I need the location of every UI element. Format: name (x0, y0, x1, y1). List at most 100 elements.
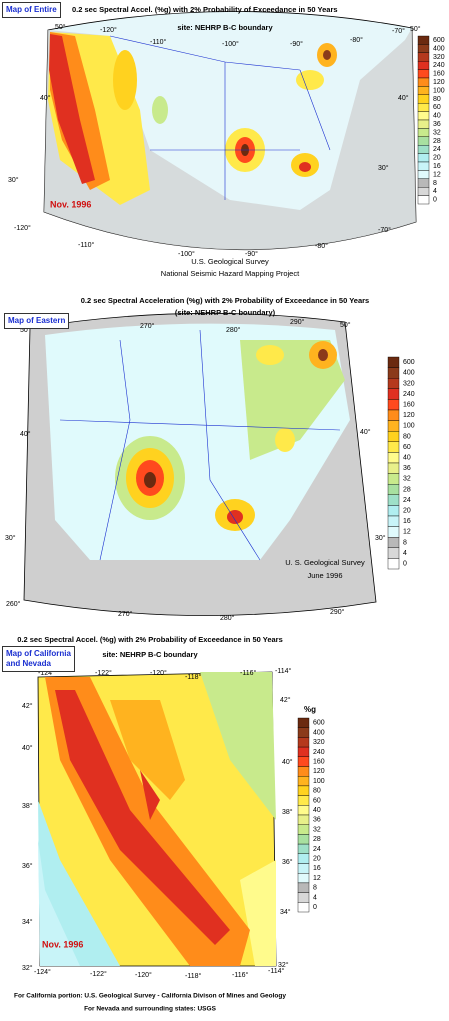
legend-label: 320 (403, 380, 415, 387)
legend-label: 600 (433, 37, 445, 44)
legend-label: 40 (403, 455, 411, 462)
legend-swatch (417, 61, 430, 70)
graticule-label: -124° (38, 669, 55, 677)
legend-swatch (417, 94, 430, 104)
map-button[interactable]: Map of Entire (2, 2, 61, 18)
legend-swatch (387, 399, 400, 411)
graticule-label: -122° (95, 669, 112, 677)
legend-label: 24 (433, 146, 441, 153)
legend-label: 40 (433, 113, 441, 120)
legend-label: 60 (313, 797, 321, 804)
date-label: Nov. 1996 (42, 939, 83, 949)
legend-swatch (297, 873, 310, 884)
legend-label: 36 (433, 121, 441, 128)
legend-swatch (417, 35, 430, 45)
graticule-label: 40° (20, 430, 31, 438)
legend-swatch (387, 547, 400, 559)
legend-swatch (417, 77, 430, 87)
legend-label: 24 (313, 846, 321, 853)
graticule-label: 290° (290, 318, 305, 326)
subtitle: (site: NEHRP B-C boundary) (175, 308, 276, 317)
graticule-label: -114° (268, 967, 284, 975)
graticule-label: 50° (340, 321, 351, 329)
graticule-label: 50° (20, 326, 31, 334)
map-entire (43, 11, 417, 251)
legend-swatch (417, 111, 430, 121)
legend-label: 20 (433, 155, 441, 162)
legend-label: 0 (403, 561, 407, 568)
graticule-label: -70° (392, 27, 405, 35)
legend-swatch (297, 882, 310, 893)
legend-label: 12 (433, 171, 441, 178)
graticule-label: 38° (282, 808, 293, 816)
legend-label: 24 (403, 497, 411, 504)
graticule-label: -120° (100, 26, 117, 34)
graticule-label: -118° (185, 972, 201, 980)
legend-label: 320 (313, 739, 325, 746)
legend-swatch (297, 746, 310, 757)
legend-swatch (387, 420, 400, 432)
graticule-label: 270° (118, 610, 133, 618)
legend-swatch (387, 441, 400, 453)
legend-swatch (417, 69, 430, 79)
legend-label: 20 (403, 508, 411, 515)
legend-label: 32 (403, 476, 411, 483)
legend-label: 28 (433, 138, 441, 145)
button-line[interactable]: and Nevada (6, 659, 51, 668)
legend-swatch (297, 892, 310, 903)
subtitle: site: NEHRP B-C boundary (177, 23, 273, 32)
date-label: Nov. 1996 (50, 199, 91, 209)
graticule-label: -122° (90, 970, 107, 978)
legend-swatch (417, 161, 430, 171)
legend-label: 36 (313, 817, 321, 824)
graticule-label: -116° (232, 971, 248, 979)
credit: For California portion: U.S. Geological … (14, 993, 286, 1000)
legend-label: 16 (433, 163, 441, 170)
graticule-label: -110° (78, 241, 94, 249)
legend-swatch (297, 902, 310, 913)
button-line[interactable]: Map of California (6, 649, 71, 658)
legend-label: 80 (313, 788, 321, 795)
graticule-label: -120° (14, 224, 31, 232)
legend-swatch (297, 737, 310, 748)
graticule-label: -110° (150, 38, 166, 46)
graticule-label: -80° (350, 36, 363, 44)
legend-swatch (297, 824, 310, 835)
graticule-label: 32° (278, 961, 289, 969)
map-button[interactable]: Map of Eastern (4, 313, 70, 329)
legend-label: 16 (403, 518, 411, 525)
legend-swatch (297, 776, 310, 787)
legend-label: 28 (313, 836, 321, 843)
map-california-nevada (37, 671, 277, 967)
legend-label: 0 (313, 904, 317, 911)
legend-swatch (297, 766, 310, 777)
legend-swatch (297, 795, 310, 806)
legend-swatch (297, 785, 310, 796)
legend-label: 8 (313, 885, 317, 892)
legend-swatch (417, 153, 430, 163)
legend-swatch (387, 388, 400, 400)
graticule-label: 40° (22, 744, 33, 752)
map-button[interactable]: Map of California and Nevada (2, 646, 75, 672)
map-eastern (23, 312, 377, 616)
legend-swatch (417, 195, 430, 205)
legend-label: 120 (313, 768, 325, 775)
legend-label: 4 (403, 550, 407, 557)
legend-label: 600 (403, 359, 415, 366)
legend-swatch (387, 356, 400, 368)
legend-label: 240 (403, 391, 415, 398)
legend-swatch (387, 431, 400, 443)
legend-swatch (297, 814, 310, 825)
legend-label: 4 (313, 894, 317, 901)
credit: U. S. Geological Survey (285, 558, 365, 567)
legend-label: 60 (433, 104, 441, 111)
legend-swatch (387, 515, 400, 527)
graticule-label: -124° (34, 968, 51, 976)
legend-label: 4 (433, 188, 437, 195)
legend-label: 120 (433, 79, 445, 86)
graticule-label: 40° (282, 758, 293, 766)
graticule-label: 38° (22, 802, 33, 810)
legend-swatch (297, 863, 310, 874)
legend-swatch (417, 170, 430, 179)
